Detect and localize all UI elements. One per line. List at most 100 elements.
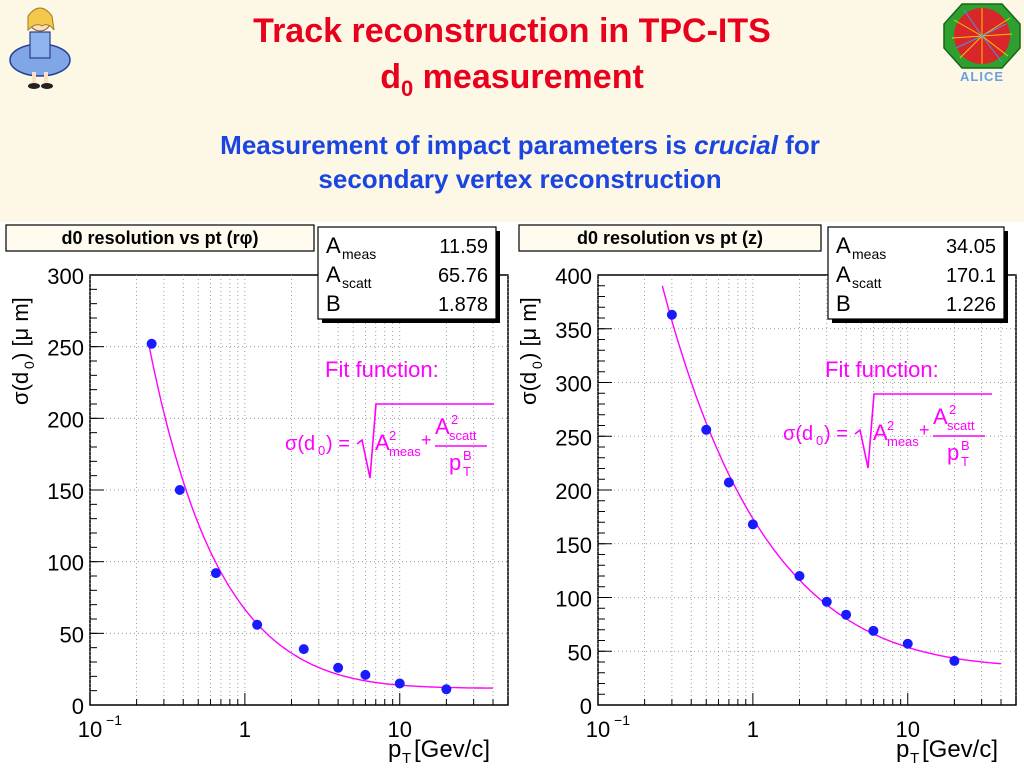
stats-name: A [836, 262, 851, 287]
slide-title-line1: Track reconstruction in TPC-ITS [253, 12, 771, 50]
formula-a1-exp: 2 [389, 428, 396, 443]
data-point [360, 669, 371, 680]
fit-function-label: Fit function: [825, 357, 939, 382]
stats-value: 11.59 [439, 236, 488, 258]
alice-experiment-logo: ALICE [940, 0, 1024, 86]
formula-a2-sub: scatt [449, 428, 477, 443]
data-point [394, 678, 405, 689]
x-axis-label-sub: T [910, 750, 919, 767]
stats-sub: scatt [342, 275, 372, 291]
x-axis-label-p: p [388, 736, 401, 763]
data-point [747, 519, 758, 530]
y-tick-label: 300 [555, 372, 592, 397]
slide-subtitle: Measurement of impact parameters is cruc… [60, 128, 980, 196]
data-point [701, 424, 712, 435]
stats-name: B [836, 291, 851, 316]
data-point [441, 684, 452, 695]
stats-box-shadow [832, 319, 1008, 323]
stats-sub: scatt [852, 275, 882, 291]
y-tick-label: 0 [580, 694, 592, 719]
stats-name: A [326, 233, 341, 258]
formula-d-sub: 0 [318, 443, 325, 458]
x-tick-label: 1 [747, 717, 759, 742]
data-point [210, 568, 221, 579]
x-tick-label: 10 −1 [78, 712, 122, 742]
y-tick-label: 200 [555, 479, 592, 504]
x-tick-label-exp: −1 [106, 712, 122, 728]
stats-value: 1.226 [946, 294, 996, 316]
y-tick-label: 0 [72, 694, 84, 719]
slide-title-line2: d0 measurement [0, 58, 1024, 102]
stats-value: 170.1 [946, 265, 996, 287]
formula-a1-exp: 2 [887, 418, 894, 433]
y-tick-label: 200 [47, 407, 84, 432]
data-point [723, 477, 734, 488]
x-axis-label-unit: [Gev/c] [922, 736, 998, 763]
stats-box-shadow [1004, 231, 1008, 323]
x-tick-label: 10 −1 [586, 712, 630, 742]
formula-d-sub: 0 [816, 433, 823, 448]
formula-a1: A [873, 420, 888, 445]
x-axis-label-unit: [Gev/c] [414, 736, 490, 763]
formula-a2: A [435, 414, 450, 439]
data-point [666, 309, 677, 320]
y-tick-label: 100 [555, 587, 592, 612]
formula-plus: + [919, 420, 930, 440]
formula-sigma: σ(d [783, 423, 813, 445]
formula-plus: + [421, 430, 432, 450]
formula-eq: ) = [326, 433, 350, 455]
y-axis-label-unit: ) [μ m] [8, 297, 33, 360]
y-tick-label: 250 [47, 336, 84, 361]
data-point [333, 662, 344, 673]
x-tick-label: 10 [896, 717, 920, 742]
x-tick-label-exp: −1 [614, 712, 630, 728]
y-axis-label-sub: 0 [529, 361, 545, 369]
chart-title-text: d0 resolution vs pt (z) [577, 228, 763, 248]
alice-logo-text: ALICE [960, 69, 1004, 84]
chart-title-box [518, 224, 822, 252]
y-tick-label: 350 [555, 318, 592, 343]
subtitle-part2: for [777, 130, 820, 160]
formula-a1-sub: meas [887, 434, 919, 449]
chart-title-text: d0 resolution vs pt (rφ) [62, 228, 259, 248]
y-tick-label: 300 [47, 264, 84, 289]
chart-title: d0 resolution vs pt (z) [577, 228, 763, 248]
title-d-symbol: d [380, 58, 401, 96]
formula-a1-sub: meas [389, 444, 421, 459]
y-tick-label: 400 [555, 264, 592, 289]
stats-box-shadow [496, 231, 500, 323]
data-point [298, 644, 309, 655]
y-axis-label-sub: 0 [21, 361, 37, 369]
data-point [821, 596, 832, 607]
stats-value: 34.05 [946, 236, 996, 258]
chart-title: d0 resolution vs pt (rφ) [62, 228, 259, 248]
stats-sub: meas [852, 246, 886, 262]
x-axis-label-sub: T [402, 750, 411, 767]
y-axis-label-sigma: σ(d [516, 372, 541, 405]
formula-p-exp: B [961, 438, 970, 453]
formula-p-sub: T [961, 454, 969, 469]
fit-curve [661, 285, 1002, 665]
y-tick-label: 150 [555, 533, 592, 558]
data-point [902, 638, 913, 649]
x-tick-label: 1 [239, 717, 251, 742]
formula-sqrt [356, 403, 494, 479]
stats-sub: meas [342, 246, 376, 262]
title-d-subscript: 0 [400, 75, 414, 101]
formula-a2-exp: 2 [949, 402, 956, 417]
formula-eq: ) = [824, 423, 848, 445]
formula-p-sub: T [463, 464, 471, 479]
formula-p: p [947, 440, 959, 465]
y-axis-label: σ(d 0) [μ m] [8, 297, 37, 405]
data-point [174, 485, 185, 495]
title-measurement-word: measurement [413, 58, 644, 96]
subtitle-italic: crucial [694, 130, 778, 160]
